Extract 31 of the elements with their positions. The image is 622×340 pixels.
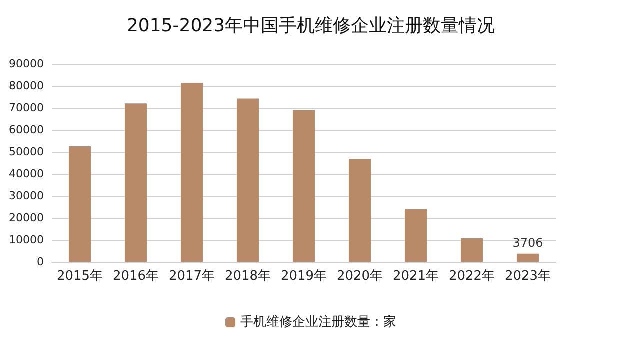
y-tick-label: 30000 [9, 190, 44, 202]
bar [517, 254, 539, 262]
bar [461, 238, 483, 262]
data-label: 3706 [512, 236, 544, 250]
x-tick-label: 2017年 [168, 269, 216, 284]
y-tick-label: 0 [37, 256, 44, 268]
y-tick-label: 70000 [9, 102, 44, 114]
bar [237, 98, 259, 262]
y-tick-label: 90000 [9, 58, 44, 70]
legend-label: 手机维修企业注册数量：家 [240, 314, 396, 330]
y-tick-label: 50000 [9, 146, 44, 158]
x-tick-label: 2022年 [448, 269, 496, 284]
x-tick-label: 2016年 [112, 269, 160, 284]
x-tick-label: 2015年 [56, 269, 104, 284]
bar [125, 104, 147, 262]
chart-title: 2015-2023年中国手机维修企业注册数量情况 [126, 16, 496, 36]
bar [405, 209, 427, 262]
x-tick-label: 2018年 [224, 269, 272, 284]
bar [349, 159, 371, 262]
y-tick-label: 10000 [9, 234, 44, 246]
y-tick-label: 60000 [9, 124, 44, 136]
bar [293, 110, 315, 262]
x-tick-label: 2021年 [392, 269, 440, 284]
x-tick-label: 2019年 [280, 269, 328, 284]
bar [69, 146, 91, 262]
x-tick-label: 2020年 [336, 269, 384, 284]
y-tick-label: 80000 [9, 80, 44, 92]
bar [181, 83, 203, 262]
y-tick-label: 20000 [9, 212, 44, 224]
x-tick-label: 2023年 [504, 269, 552, 284]
y-tick-label: 40000 [9, 168, 44, 180]
